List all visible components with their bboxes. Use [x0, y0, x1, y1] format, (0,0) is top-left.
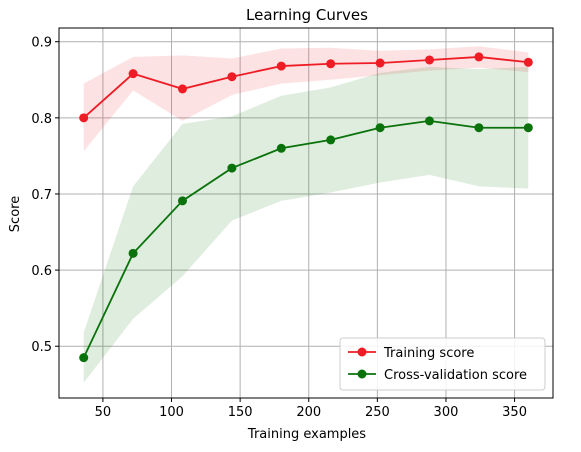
point-series-0 — [276, 61, 286, 71]
x-tick-label: 300 — [434, 405, 459, 420]
legend-marker-1 — [357, 369, 367, 379]
series-points — [79, 52, 533, 363]
y-tick-label: 0.5 — [31, 340, 52, 355]
point-series-0 — [178, 84, 187, 94]
confidence-bands — [83, 46, 529, 383]
plot-frame — [58, 27, 554, 399]
x-tick-label: 150 — [228, 405, 253, 420]
point-series-1 — [128, 248, 138, 258]
y-tick-label: 0.9 — [31, 36, 52, 51]
x-tick-label: 250 — [365, 405, 390, 420]
legend: Training score Cross-validation score — [339, 337, 546, 391]
legend-label-0: Training score — [383, 346, 474, 361]
band-series-0 — [83, 46, 529, 152]
point-series-1 — [276, 143, 286, 153]
x-axis-label: Training examples — [247, 427, 366, 442]
x-tick-label: 50 — [95, 405, 112, 420]
y-tick-label: 0.6 — [31, 264, 52, 279]
point-series-0 — [227, 72, 237, 82]
point-series-0 — [523, 57, 533, 67]
point-series-1 — [523, 123, 533, 133]
line-series-1 — [82, 119, 529, 359]
legend-marker-0 — [357, 347, 367, 357]
y-tick-label: 0.7 — [31, 188, 52, 203]
point-series-1 — [326, 135, 336, 145]
chart-title: Learning Curves — [246, 6, 368, 24]
point-series-0 — [326, 59, 336, 69]
point-series-0 — [474, 52, 484, 62]
y-tick-label: 0.8 — [31, 112, 52, 127]
legend-label-1: Cross-validation score — [384, 368, 527, 383]
axis-ticks: 50 100 150 200 250 300 350 0.5 0.6 0.7 0.8 0.9 — [31, 36, 527, 420]
point-series-0 — [79, 113, 89, 123]
x-tick-label: 100 — [159, 405, 184, 420]
point-series-1 — [227, 163, 237, 173]
series-lines — [82, 56, 529, 359]
point-series-0 — [375, 58, 385, 68]
point-series-1 — [474, 123, 484, 133]
y-axis-label: Score — [8, 196, 23, 232]
point-series-0 — [425, 55, 434, 65]
line-series-0 — [83, 56, 529, 119]
point-series-1 — [79, 353, 89, 363]
point-series-1 — [375, 123, 385, 133]
legend-box — [339, 337, 546, 391]
point-series-0 — [128, 69, 138, 79]
band-series-1 — [83, 66, 529, 383]
point-series-1 — [425, 116, 434, 126]
x-tick-label: 350 — [502, 405, 527, 420]
point-series-1 — [178, 196, 187, 206]
x-tick-label: 200 — [296, 405, 321, 420]
